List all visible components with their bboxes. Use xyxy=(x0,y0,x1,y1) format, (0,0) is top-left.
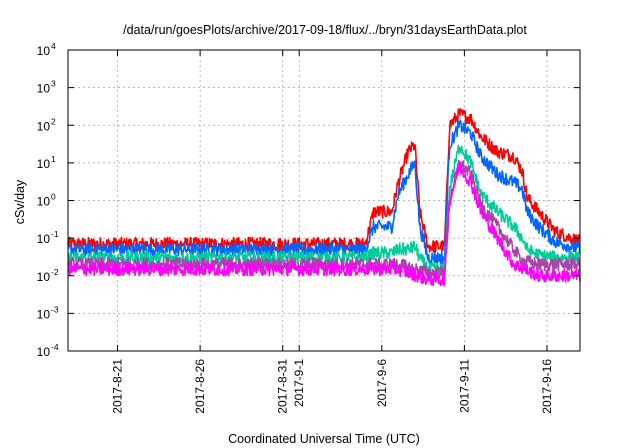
y-tick-exponent: -1 xyxy=(51,229,59,239)
x-tick-label: 2017-9-16 xyxy=(540,359,554,414)
y-tick-label: 10 xyxy=(37,345,51,359)
y-tick-label: 10 xyxy=(37,82,51,96)
y-axis-label: cSv/day xyxy=(13,179,27,224)
x-tick-label: 2017-8-26 xyxy=(193,359,207,414)
y-tick-label: 10 xyxy=(37,307,51,321)
x-tick-label: 2017-8-31 xyxy=(276,359,290,414)
x-tick-label: 2017-9-1 xyxy=(292,359,306,407)
y-tick-exponent: 1 xyxy=(51,154,56,164)
y-tick-exponent: 0 xyxy=(51,192,56,202)
grid xyxy=(68,50,580,351)
y-tick-label: 10 xyxy=(37,119,51,133)
series-line xyxy=(67,159,581,280)
series-line xyxy=(67,144,581,277)
y-tick-exponent: -3 xyxy=(51,304,59,314)
series-layer xyxy=(67,108,581,287)
y-tick-label: 10 xyxy=(37,232,51,246)
y-tick-exponent: 4 xyxy=(51,41,56,51)
y-tick-exponent: -4 xyxy=(51,342,59,352)
y-tick-exponent: 2 xyxy=(51,116,56,126)
series-line xyxy=(67,119,581,265)
y-tick-label: 10 xyxy=(37,157,51,171)
x-axis-ticks: 2017-8-21 2017-8-26 2017-8-31 2017-9-1 2017-… xyxy=(111,50,554,414)
y-tick-exponent: -2 xyxy=(51,267,59,277)
chart-title: /data/run/goesPlots/archive/2017-09-18/f… xyxy=(123,23,527,37)
x-tick-label: 2017-9-6 xyxy=(375,359,389,407)
y-tick-exponent: 3 xyxy=(51,79,56,89)
y-tick-label: 10 xyxy=(37,44,51,58)
y-tick-label: 10 xyxy=(37,195,51,209)
series-line xyxy=(67,162,581,287)
x-tick-label: 2017-9-11 xyxy=(457,359,471,413)
x-axis-label: Coordinated Universal Time (UTC) xyxy=(228,432,420,446)
y-tick-label: 10 xyxy=(37,270,51,284)
x-tick-label: 2017-8-21 xyxy=(111,359,125,414)
